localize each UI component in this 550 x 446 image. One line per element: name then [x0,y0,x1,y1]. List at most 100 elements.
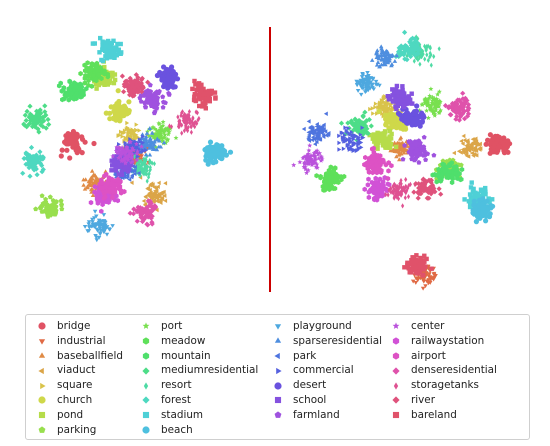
point-storagetanks [187,109,191,115]
point-mountain [67,78,72,84]
point-sparseresidential [382,56,388,61]
legend-marker-stadium [142,412,150,419]
point-church [119,112,125,118]
point-river [131,88,137,94]
point-mediumresidential [358,129,365,136]
point-storagetanks [180,130,184,136]
point-stadium [97,50,102,55]
point-commercial [353,133,358,138]
point-port [429,106,435,112]
point-meadow [322,179,328,185]
point-center [127,139,133,145]
point-viaduct [452,150,456,156]
point-pond [94,86,99,91]
point-baseballfield [394,154,399,159]
point-industrial [427,275,433,280]
point-beach [472,205,478,211]
point-denseresidential [147,198,153,204]
cluster-commercial [337,125,366,154]
cluster-river [411,176,444,201]
point-denseresidential [465,107,471,113]
point-storagetanks [396,196,401,202]
point-denseresidential [134,218,140,224]
point-airport [118,190,124,196]
point-playground [102,223,107,228]
point-commercial [141,149,146,154]
point-denseresidential [139,218,146,225]
point-square [376,105,381,110]
point-river [428,179,434,185]
point-forest [37,160,44,166]
point-mediumresidential [42,103,48,109]
point-forest [415,44,421,51]
point-industrial [410,279,416,284]
point-square [123,135,128,141]
legend-marker-port [142,322,150,330]
point-denseresidential [461,108,467,114]
point-park [323,111,328,117]
point-parking [37,205,43,211]
point-farmland [154,89,160,94]
point-square [137,128,142,133]
point-playground [92,216,97,221]
point-viaduct [471,141,476,146]
point-commercial [337,140,342,146]
cluster-bareland [402,253,434,278]
point-playground [359,84,364,89]
point-mediumresidential [40,124,46,130]
point-mountain [59,88,65,94]
point-pond [393,144,399,150]
cluster-storagetanks [167,109,201,136]
point-playground [101,229,106,234]
point-forest [34,157,40,163]
point-beach [203,157,209,163]
point-center [114,144,120,150]
point-farmland [423,151,429,156]
point-denseresidential [456,117,462,123]
point-school [111,160,117,165]
point-resort [139,165,143,171]
point-industrial [430,276,435,281]
point-sparseresidential [147,145,152,150]
point-river [140,84,146,90]
point-mountain [450,173,455,180]
point-storagetanks [167,123,172,129]
point-meadow [318,175,323,181]
point-viaduct [161,189,166,195]
point-port [433,107,439,113]
legend-label: viaduct [57,364,96,377]
right-scatter-panel [291,29,513,291]
tsne-scatter-area [20,27,513,292]
point-resort [139,158,143,164]
legend-label: denseresidential [411,364,497,377]
point-parking [40,201,46,206]
point-meadow [89,83,95,89]
point-baseballfield [90,176,95,181]
point-resort [141,170,145,176]
point-bareland [197,88,202,94]
point-viaduct [147,194,152,200]
point-mediumresidential [345,120,351,126]
point-center [312,160,318,166]
point-stadium [115,41,120,47]
point-denseresidential [460,106,466,112]
point-port [419,102,425,107]
cluster-parking [33,193,65,219]
point-parking [44,204,50,210]
point-mediumresidential [352,121,358,127]
legend-marker-resort [143,381,149,390]
point-desert [419,119,425,125]
point-river [422,183,428,189]
point-airport [385,176,391,182]
point-forest [415,50,421,57]
point-baseballfield [396,152,402,157]
point-denseresidential [464,113,471,119]
point-denseresidential [457,111,463,117]
point-resort [426,57,430,63]
point-playground [360,72,365,76]
point-sparseresidential [151,146,157,151]
point-forest [32,164,38,170]
point-commercial [129,142,134,148]
point-bridge [487,138,493,144]
point-river [139,75,145,81]
